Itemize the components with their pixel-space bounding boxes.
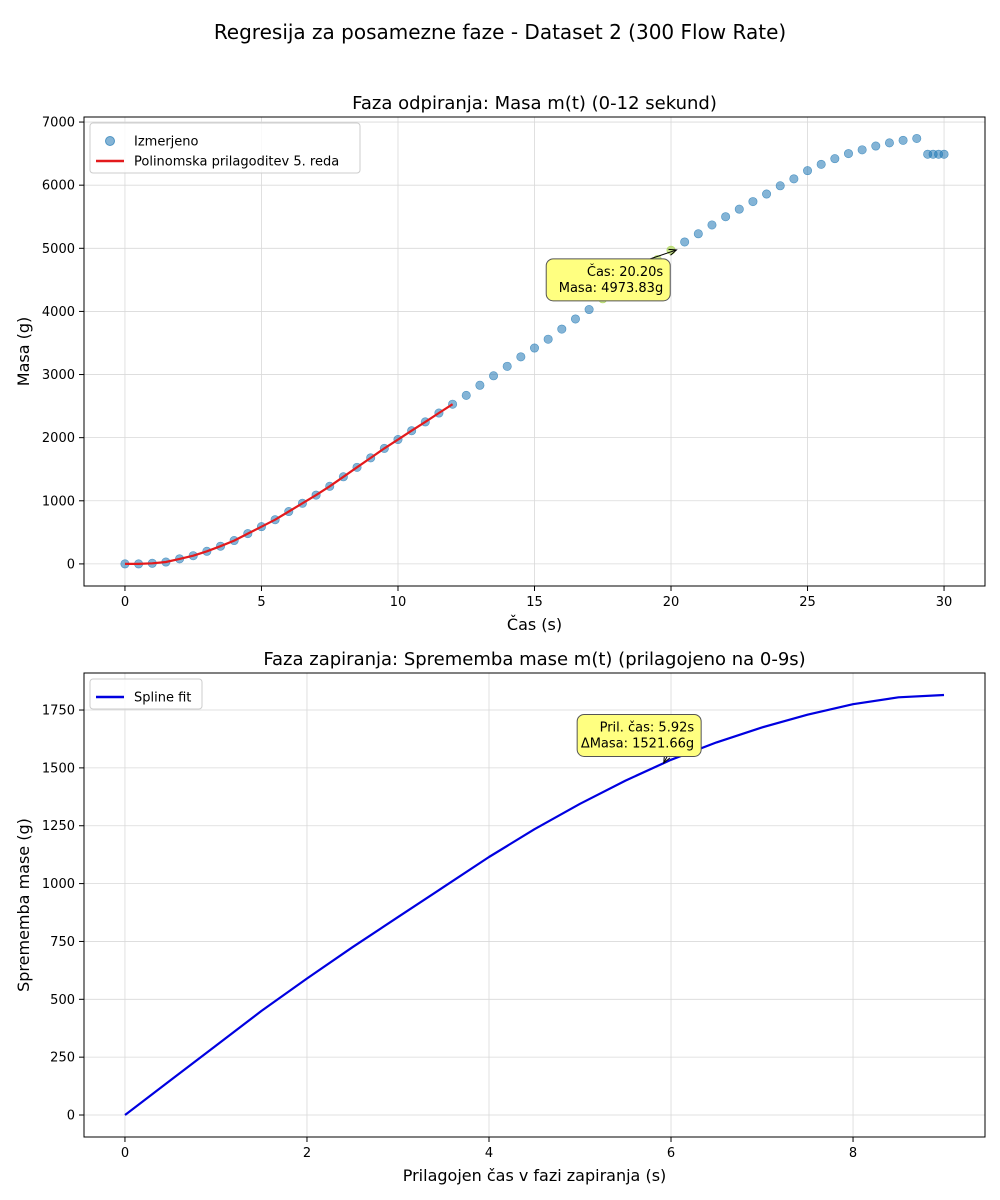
chart1-scatter-point bbox=[775, 181, 785, 191]
chart1-y-axis-label: Masa (g) bbox=[14, 317, 33, 386]
chart1-scatter-point bbox=[857, 145, 867, 155]
chart1-x-tick-label: 0 bbox=[121, 595, 129, 610]
chart2-y-tick-label: 1750 bbox=[42, 704, 75, 719]
chart1-annotation-text: Masa: 4973.83g bbox=[559, 281, 663, 296]
chart2-series-line bbox=[124, 693, 945, 1116]
chart1-y-tick-label: 5000 bbox=[42, 242, 75, 257]
chart1-legend-box bbox=[89, 122, 361, 174]
chart2-y-tick-label: 1250 bbox=[42, 819, 75, 834]
chart1-x-tick-label: 15 bbox=[526, 595, 543, 610]
chart1-scatter-point bbox=[789, 174, 799, 184]
chart1-y-tick-label: 7000 bbox=[42, 116, 75, 131]
chart1-x-axis-label: Čas (s) bbox=[507, 615, 562, 634]
chart1-scatter-point bbox=[830, 154, 840, 164]
chart2-x-tick-label: 8 bbox=[849, 1146, 857, 1161]
chart1-scatter-point bbox=[871, 141, 881, 151]
chart1-scatter-point bbox=[570, 314, 580, 324]
chart2-x-axis-label: Prilagojen čas v fazi zapiranja (s) bbox=[403, 1166, 667, 1185]
chart1-y-tick-label: 6000 bbox=[42, 179, 75, 194]
chart2-annotation-arrowhead bbox=[663, 754, 671, 765]
chart2-x-tick-label: 2 bbox=[303, 1146, 311, 1161]
chart1-scatter-point bbox=[898, 135, 908, 145]
chart1-scatter-point bbox=[762, 189, 772, 199]
chart2-y-tick-label: 750 bbox=[50, 935, 75, 950]
chart2-annotation-text: Pril. čas: 5.92s bbox=[600, 720, 695, 735]
chart1-legend-label: Izmerjeno bbox=[134, 135, 199, 150]
chart1-scatter-point bbox=[748, 197, 758, 207]
chart1-annotation-box bbox=[545, 258, 671, 302]
chart2-y-tick-label: 1500 bbox=[42, 761, 75, 776]
chart1-scatter-point bbox=[529, 343, 539, 353]
chart2-y-tick-label: 0 bbox=[67, 1109, 75, 1124]
chart2-legend-box bbox=[89, 678, 203, 710]
chart1-legend-label: Polinomska prilagoditev 5. reda bbox=[134, 155, 339, 170]
chart2-y-tick-label: 250 bbox=[50, 1051, 75, 1066]
chart2-x-tick-label: 0 bbox=[121, 1146, 129, 1161]
chart1-scatter-point bbox=[707, 220, 717, 230]
chart1-series-line bbox=[125, 403, 454, 565]
chart2-annotation-box bbox=[576, 713, 702, 757]
chart2-x-tick-label: 4 bbox=[485, 1146, 493, 1161]
chart1-annotation-text: Čas: 20.20s bbox=[587, 264, 664, 280]
chart1-y-tick-label: 1000 bbox=[42, 494, 75, 509]
chart1-scatter-point bbox=[734, 204, 744, 214]
chart2-y-tick-label: 1000 bbox=[42, 877, 75, 892]
chart1-scatter-point bbox=[516, 352, 526, 362]
chart2-title: Faza zapiranja: Sprememba mase m(t) (pri… bbox=[263, 649, 805, 670]
chart2-annotation-text: ΔMasa: 1521.66g bbox=[581, 736, 694, 751]
chart1-axes-frame bbox=[83, 116, 986, 587]
chart1-scatter-point bbox=[816, 159, 826, 169]
chart1-scatter-point bbox=[475, 380, 485, 390]
chart1-scatter-point bbox=[543, 334, 553, 344]
chart1-x-tick-label: 25 bbox=[799, 595, 816, 610]
chart1-scatter-point bbox=[693, 229, 703, 239]
chart1-scatter-point bbox=[680, 237, 690, 247]
chart2-y-tick-label: 500 bbox=[50, 993, 75, 1008]
chart1-annotation-arrow bbox=[650, 249, 677, 260]
chart1-scatter-point bbox=[939, 149, 949, 159]
chart1-scatter-point bbox=[489, 371, 499, 381]
chart1-scatter-point bbox=[803, 166, 813, 176]
figure-suptitle: Regresija za posamezne faze - Dataset 2 … bbox=[213, 20, 787, 44]
chart1-x-tick-label: 5 bbox=[257, 595, 265, 610]
chart1-title: Faza odpiranja: Masa m(t) (0-12 sekund) bbox=[352, 93, 717, 114]
chart1-y-tick-label: 4000 bbox=[42, 305, 75, 320]
chart1-y-tick-label: 2000 bbox=[42, 431, 75, 446]
chart1-y-tick-label: 3000 bbox=[42, 368, 75, 383]
chart2-legend-label: Spline fit bbox=[134, 691, 191, 706]
chart1-x-tick-label: 10 bbox=[390, 595, 407, 610]
chart1-scatter-point bbox=[502, 361, 512, 371]
chart1-scatter-point bbox=[884, 138, 894, 148]
chart1-x-tick-label: 20 bbox=[663, 595, 680, 610]
chart1-scatter-point bbox=[584, 305, 594, 315]
chart2-y-axis-label: Sprememba mase (g) bbox=[14, 818, 33, 992]
chart1-legend-marker bbox=[105, 136, 115, 146]
chart1-scatter-point bbox=[843, 149, 853, 159]
chart1-y-tick-label: 0 bbox=[67, 557, 75, 572]
chart1-annotation-arrowhead bbox=[668, 248, 678, 256]
chart1-scatter-point bbox=[912, 133, 922, 143]
chart2-x-tick-label: 6 bbox=[667, 1146, 675, 1161]
chart1-x-tick-label: 30 bbox=[936, 595, 953, 610]
chart1-scatter-point bbox=[557, 324, 567, 334]
chart2-axes-frame bbox=[83, 672, 986, 1138]
chart1-scatter-point bbox=[721, 212, 731, 222]
chart1-scatter-point bbox=[461, 390, 471, 400]
